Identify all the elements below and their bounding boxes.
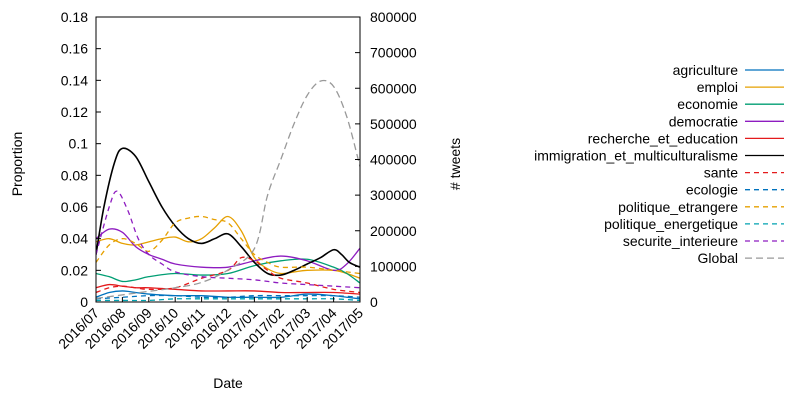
y-tick-label-right: 400000 bbox=[370, 152, 417, 168]
series-line-politique-energetique bbox=[96, 298, 360, 302]
y-tick-label-left: 0.18 bbox=[61, 9, 88, 25]
y-tick-label-left: 0.12 bbox=[61, 104, 88, 120]
plot-frame bbox=[95, 16, 361, 303]
series-line-democratie bbox=[96, 228, 360, 272]
legend-label: recherche_et_education bbox=[588, 130, 738, 146]
y-tick-label-left: 0.14 bbox=[61, 72, 88, 88]
x-axis-label: Date bbox=[213, 375, 243, 391]
y-tick-label-left: 0.06 bbox=[61, 199, 88, 215]
legend-label: politique_energetique bbox=[604, 216, 738, 232]
y-axis-label-left: Proportion bbox=[9, 132, 25, 197]
y-tick-label-right: 300000 bbox=[370, 187, 417, 203]
y-tick-label-left: 0.08 bbox=[61, 167, 88, 183]
legend-label: sante bbox=[704, 165, 738, 181]
plot-area bbox=[96, 79, 360, 302]
y-tick-label-left: 0.02 bbox=[61, 262, 88, 278]
legend-label: economie bbox=[677, 96, 738, 112]
legend: agricultureemploieconomiedemocratiereche… bbox=[534, 62, 784, 266]
y-tick-label-right: 800000 bbox=[370, 9, 417, 25]
legend-label: emploi bbox=[697, 79, 738, 95]
series-line-politique-etrangere bbox=[96, 215, 360, 275]
series-line-ecologie bbox=[96, 294, 360, 300]
y-tick-label-right: 500000 bbox=[370, 116, 417, 132]
legend-label: ecologie bbox=[686, 182, 738, 198]
y-tick-label-left: 0.16 bbox=[61, 41, 88, 57]
series-line-economie bbox=[96, 258, 360, 284]
y-tick-label-right: 100000 bbox=[370, 258, 417, 274]
series-line-immigration-et-multiculturalisme bbox=[96, 147, 360, 277]
legend-label: securite_interieure bbox=[623, 233, 738, 249]
legend-label: democratie bbox=[669, 113, 738, 129]
axes: 0 0.02 0.04 0.06 0.08 0.1 0.12 0.14 0.16 0.18 0 100… bbox=[55, 9, 417, 352]
y-axis-label-right: # tweets bbox=[447, 138, 463, 190]
y-tick-label-left: 0 bbox=[80, 294, 88, 310]
series-line-securite-interieure bbox=[96, 190, 360, 289]
y-tick-label-left: 0.1 bbox=[69, 136, 89, 152]
legend-label: agriculture bbox=[673, 62, 739, 78]
y-tick-label-left: 0.04 bbox=[61, 231, 88, 247]
legend-label: immigration_et_multiculturalisme bbox=[534, 148, 738, 164]
y-tick-label-right: 0 bbox=[370, 294, 378, 310]
y-tick-label-right: 700000 bbox=[370, 45, 417, 61]
legend-label: Global bbox=[698, 250, 738, 266]
y-tick-label-right: 600000 bbox=[370, 80, 417, 96]
y-tick-label-right: 200000 bbox=[370, 223, 417, 239]
series-line-global bbox=[96, 79, 360, 300]
legend-label: politique_etrangere bbox=[618, 199, 738, 215]
